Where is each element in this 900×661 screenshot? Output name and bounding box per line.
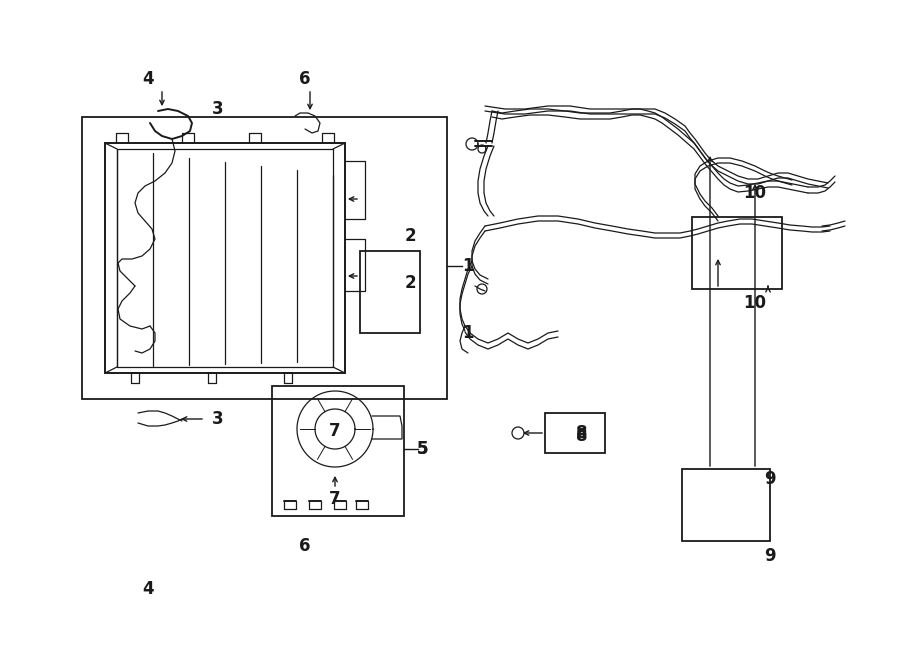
Text: 1: 1 <box>463 324 473 342</box>
Bar <box>692 217 782 289</box>
Text: 1: 1 <box>463 257 473 275</box>
Text: 2: 2 <box>404 274 416 292</box>
Text: 7: 7 <box>329 422 341 440</box>
Text: 4: 4 <box>142 580 154 598</box>
Text: 8: 8 <box>576 424 588 442</box>
Text: 5: 5 <box>416 440 428 458</box>
Text: 6: 6 <box>299 537 310 555</box>
Bar <box>682 469 770 541</box>
Text: 8: 8 <box>576 427 588 445</box>
Text: 2: 2 <box>404 227 416 245</box>
Text: 9: 9 <box>764 547 776 565</box>
Bar <box>272 386 404 516</box>
Bar <box>545 413 605 453</box>
Text: 9: 9 <box>764 470 776 488</box>
Text: 5: 5 <box>416 440 428 458</box>
Text: 6: 6 <box>299 70 310 88</box>
Text: 4: 4 <box>142 70 154 88</box>
Bar <box>82 117 447 399</box>
Bar <box>360 251 420 333</box>
Text: 3: 3 <box>212 100 224 118</box>
Text: 7: 7 <box>329 490 341 508</box>
Text: 3: 3 <box>212 410 224 428</box>
Text: 10: 10 <box>743 184 767 202</box>
Text: 10: 10 <box>743 294 767 312</box>
